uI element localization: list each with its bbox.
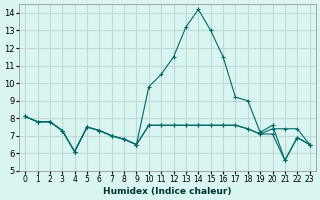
X-axis label: Humidex (Indice chaleur): Humidex (Indice chaleur): [103, 187, 232, 196]
